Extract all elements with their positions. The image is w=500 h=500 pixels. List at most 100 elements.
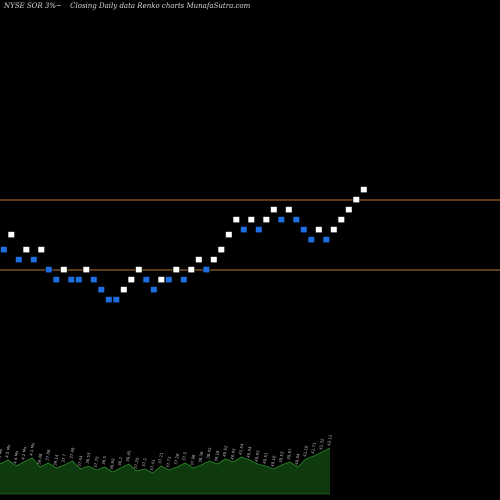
renko-brick-34	[247, 216, 255, 223]
renko-brick-23	[165, 276, 173, 283]
volume-label-4: 4.2 Ms	[20, 446, 27, 460]
renko-brick-45	[330, 226, 338, 233]
volume-label-38: 40.04	[294, 453, 301, 466]
ticker-label: NYSE SOR	[3, 2, 43, 10]
volume-label-10: 37.48	[68, 447, 75, 460]
volume-label-5: 4.1 Ms	[28, 442, 35, 456]
volume-label-42: 42.12	[326, 434, 333, 447]
renko-brick-2	[7, 231, 15, 238]
renko-brick-20	[142, 276, 150, 283]
caption-label: Closing Daily data Renko charts MunafaSu…	[70, 2, 250, 10]
volume-label-13: 37.79	[93, 456, 100, 469]
renko-brick-44	[322, 236, 330, 243]
renko-bricks	[0, 186, 368, 303]
renko-brick-38	[277, 216, 285, 223]
renko-brick-29	[210, 256, 218, 263]
volume-label-29: 40.52	[221, 445, 228, 458]
renko-brick-14	[97, 286, 105, 293]
volume-label-39: 41.16	[302, 445, 309, 458]
chart-header: NYSE SOR 3%~ Closing Daily data Renko ch…	[3, 2, 251, 10]
volume-label-19: 37.2	[141, 457, 148, 467]
renko-brick-24	[172, 266, 180, 273]
renko-brick-9	[60, 266, 68, 273]
volume-label-26: 38.36	[197, 451, 204, 464]
renko-brick-16	[112, 296, 120, 303]
renko-brick-35	[255, 226, 263, 233]
volume-label-8: 39.14	[52, 454, 59, 467]
volume-label-33: 40.93	[254, 450, 261, 463]
renko-brick-36	[262, 216, 270, 223]
renko-brick-22	[157, 276, 165, 283]
volume-label-14: 36.5	[101, 455, 108, 465]
renko-brick-17	[120, 286, 128, 293]
volume-label-2: 4.5 Ms	[4, 444, 11, 458]
volume-label-9: 37.7	[60, 453, 67, 463]
renko-brick-39	[285, 206, 293, 213]
volume-label-34: 40.51	[262, 452, 269, 465]
renko-brick-47	[345, 206, 353, 213]
volume-label-1: 4.4 Ms	[0, 448, 3, 462]
renko-brick-3	[15, 256, 23, 263]
volume-label-3: 4.4 Ms	[12, 450, 19, 464]
renko-brick-31	[225, 231, 233, 238]
renko-brick-42	[307, 236, 315, 243]
volume-label-11: 37.44	[77, 455, 84, 468]
renko-brick-26	[187, 266, 195, 273]
volume-label-25: 37.98	[189, 454, 196, 467]
volume-label-31: 41.54	[238, 443, 245, 456]
volume-label-12: 36.53	[85, 452, 92, 465]
renko-brick-48	[352, 196, 360, 203]
renko-brick-37	[270, 206, 278, 213]
volume-label-6: 39.48	[36, 453, 43, 466]
volume-label-17: 36.45	[125, 450, 132, 463]
volume-label-21: 37.21	[157, 452, 164, 465]
volume-label-15: 36.69	[109, 458, 116, 471]
renko-brick-10	[67, 276, 75, 283]
renko-brick-13	[90, 276, 98, 283]
volume-label-18: 37.29	[133, 457, 140, 470]
volume-label-40: 41.71	[310, 442, 317, 455]
volume-label-28: 39.18	[213, 450, 220, 463]
volume-label-7: 37.08	[44, 449, 51, 462]
renko-brick-8	[52, 276, 60, 283]
renko-brick-18	[127, 276, 135, 283]
volume-label-35: 40.16	[270, 455, 277, 468]
renko-brick-25	[180, 276, 188, 283]
renko-brick-21	[150, 286, 158, 293]
renko-brick-19	[135, 266, 143, 273]
volume-label-41: 41.32	[318, 438, 325, 451]
renko-brick-41	[300, 226, 308, 233]
volume-label-32: 40.54	[246, 446, 253, 459]
renko-brick-11	[75, 276, 83, 283]
renko-brick-6	[37, 246, 45, 253]
renko-brick-49	[360, 186, 368, 193]
renko-brick-5	[30, 256, 38, 263]
renko-brick-15	[105, 296, 113, 303]
renko-brick-7	[45, 266, 53, 273]
volume-label-36: 39.53	[278, 451, 285, 464]
renko-brick-4	[22, 246, 30, 253]
renko-brick-28	[202, 266, 210, 273]
volume-label-24: 37.5	[181, 451, 188, 461]
renko-brick-46	[337, 216, 345, 223]
arrow-label: 3%~	[45, 2, 62, 10]
volume-label-16: 36.2	[117, 456, 124, 466]
renko-brick-30	[217, 246, 225, 253]
renko-brick-43	[315, 226, 323, 233]
volume-label-23: 37.28	[173, 453, 180, 466]
volume-line	[0, 447, 331, 474]
volume-label-20: 37.41	[149, 459, 156, 472]
renko-brick-27	[195, 256, 203, 263]
renko-brick-12	[82, 266, 90, 273]
renko-brick-1	[0, 246, 8, 253]
volume-label-30: 40.93	[229, 448, 236, 461]
renko-brick-32	[232, 216, 240, 223]
volume-label-27: 38.42	[205, 447, 212, 460]
renko-brick-40	[292, 216, 300, 223]
volume-label-37: 39.87	[286, 448, 293, 461]
renko-brick-33	[240, 226, 248, 233]
volume-label-22: 37.73	[165, 456, 172, 469]
